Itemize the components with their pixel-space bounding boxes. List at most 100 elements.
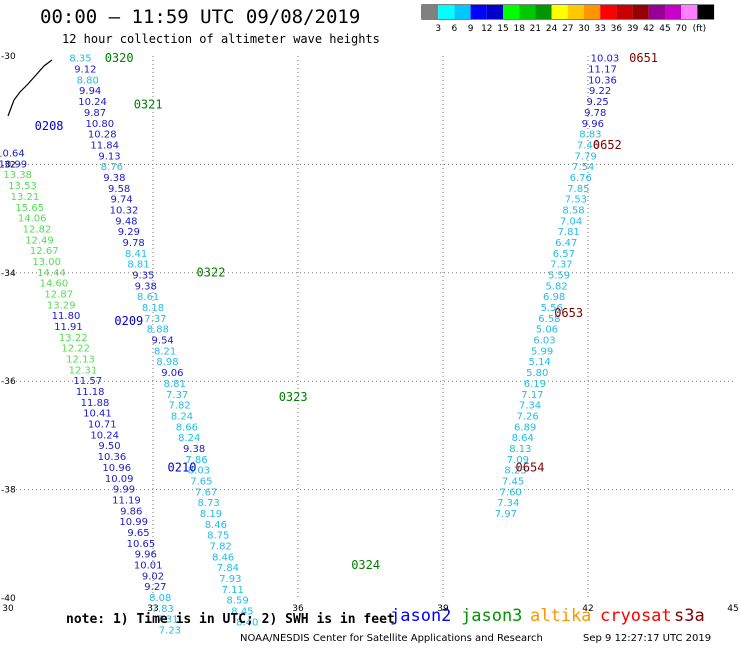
wave-height-label: 10.32 — [110, 205, 139, 216]
wave-height-label: 7.31 — [156, 615, 178, 626]
wave-height-label: 13.00 — [32, 257, 61, 268]
wave-height-label: 15.65 — [15, 203, 44, 214]
wave-height-label: 6.47 — [555, 238, 577, 249]
wave-height-label: 8.64 — [512, 433, 534, 444]
wave-height-label: 8.80 — [77, 75, 99, 86]
wave-height-label: 9.78 — [123, 238, 145, 249]
footer-credit: NOAA/NESDIS Center for Satellite Applica… — [240, 633, 543, 644]
wave-height-label: 13.21 — [11, 192, 40, 203]
color-scale-swatch — [551, 5, 568, 19]
wave-height-label: 10.71 — [88, 420, 117, 431]
wave-height-label: 9.86 — [120, 506, 142, 517]
wave-height-label: 9.35 — [132, 271, 154, 282]
wave-height-label: 9.29 — [118, 227, 140, 238]
wave-height-label: 12.22 — [61, 344, 90, 355]
color-scale-swatch — [503, 5, 520, 19]
wave-height-label: 7.81 — [558, 227, 580, 238]
color-scale-label: 45 — [659, 24, 670, 34]
color-scale-swatch — [697, 5, 714, 19]
color-scale-swatch — [567, 5, 584, 19]
color-scale-swatch — [600, 5, 617, 19]
color-scale-label: 24 — [546, 24, 558, 34]
pass-time-label: 0324 — [351, 558, 380, 572]
wave-height-label: 6.03 — [533, 336, 555, 347]
wave-height-label: 9.25 — [587, 97, 609, 108]
wave-height-label: 8.18 — [142, 303, 164, 314]
wave-height-label: 8.24 — [171, 411, 193, 422]
wave-height-label: 5.06 — [536, 325, 558, 336]
wave-height-label: 10.96 — [102, 463, 131, 474]
y-tick-label: -38 — [1, 486, 16, 496]
pass-time-label: 0323 — [279, 390, 308, 404]
wave-height-label: 12.67 — [30, 246, 59, 257]
wave-height-label: 5.80 — [526, 368, 548, 379]
wave-height-label: 7.60 — [500, 487, 522, 498]
wave-height-label: 7.26 — [516, 411, 538, 422]
wave-height-label: 7.17 — [521, 390, 543, 401]
wave-height-label: 7.97 — [495, 509, 517, 520]
wave-height-label: 7.09 — [507, 455, 529, 466]
wave-height-label: 12.87 — [44, 289, 73, 300]
wave-height-label: 8.19 — [200, 509, 222, 520]
wave-height-label: 10.65 — [127, 539, 156, 550]
wave-height-label: 8.66 — [176, 422, 198, 433]
wave-height-label: 9.50 — [98, 441, 120, 452]
wave-height-label: 14.06 — [18, 214, 47, 225]
wave-height-label: 9.38 — [135, 281, 157, 292]
x-tick-label: 39 — [437, 604, 449, 614]
color-scale-swatch — [681, 5, 698, 19]
y-tick-label: -34 — [1, 269, 16, 279]
wave-height-label: 10.09 — [105, 474, 134, 485]
wave-height-label: 10.41 — [83, 409, 112, 420]
wave-height-label: 9.96 — [582, 119, 604, 130]
chart-title: 00:00 — 11:59 UTC 09/08/2019 — [40, 6, 361, 28]
wave-height-label: 8.35 — [69, 54, 91, 65]
color-scale-swatch — [470, 5, 487, 19]
color-scale-swatch — [535, 5, 552, 19]
wave-height-label: 9.74 — [110, 195, 132, 206]
wave-height-label: 11.80 — [52, 311, 81, 322]
wave-height-label: 13.53 — [8, 181, 37, 192]
pass-time-label: 0654 — [516, 460, 545, 474]
wave-height-label: 9.02 — [142, 571, 164, 582]
wave-height-label: 7.53 — [565, 195, 587, 206]
wave-height-label: 12.49 — [25, 235, 54, 246]
wave-height-label: 10.64 — [0, 149, 25, 160]
wave-height-label: 9.22 — [589, 86, 611, 97]
wave-height-label: 7.93 — [219, 574, 241, 585]
color-scale-label: 42 — [643, 24, 654, 34]
wave-height-label: 8.88 — [147, 325, 169, 336]
x-tick-label: 42 — [582, 604, 593, 614]
wave-height-label: 8.58 — [562, 205, 584, 216]
wave-height-label: 8.59 — [226, 596, 248, 607]
wave-height-label: 7.86 — [185, 455, 207, 466]
wave-height-label: 11.91 — [54, 322, 83, 333]
color-scale-swatch — [438, 5, 455, 19]
wave-height-label: 6.57 — [553, 249, 575, 260]
wave-height-label: 9.38 — [183, 444, 205, 455]
sat-cryosat: cryosat — [600, 606, 672, 626]
wave-height-label: 10.36 — [588, 75, 617, 86]
color-scale-label: 36 — [611, 24, 623, 34]
wave-height-label: 8.24 — [178, 433, 200, 444]
wave-height-label: 5.59 — [548, 271, 570, 282]
color-scale-label: 70 — [675, 24, 687, 34]
color-scale-swatch — [632, 5, 649, 19]
wave-height-label: 10.24 — [78, 97, 107, 108]
pass-time-label: 0651 — [629, 51, 658, 65]
wave-height-label: 10.03 — [591, 54, 620, 65]
wave-height-label: 8.13 — [509, 444, 531, 455]
color-scale-swatch — [584, 5, 601, 19]
color-scale-label: 18 — [513, 24, 525, 34]
wave-height-label: 14.60 — [40, 279, 69, 290]
wave-height-label: 9.12 — [74, 65, 96, 76]
wave-height-label: 6.58 — [538, 314, 560, 325]
wave-height-label: 9.78 — [584, 108, 606, 119]
x-tick-label: 45 — [727, 604, 738, 614]
wave-height-label: 8.81 — [127, 260, 149, 271]
wave-height-label: 9.13 — [98, 151, 120, 162]
wave-height-label: 9.38 — [103, 173, 125, 184]
y-tick-label: -30 — [1, 52, 16, 62]
wave-height-label: 9.54 — [152, 336, 174, 347]
